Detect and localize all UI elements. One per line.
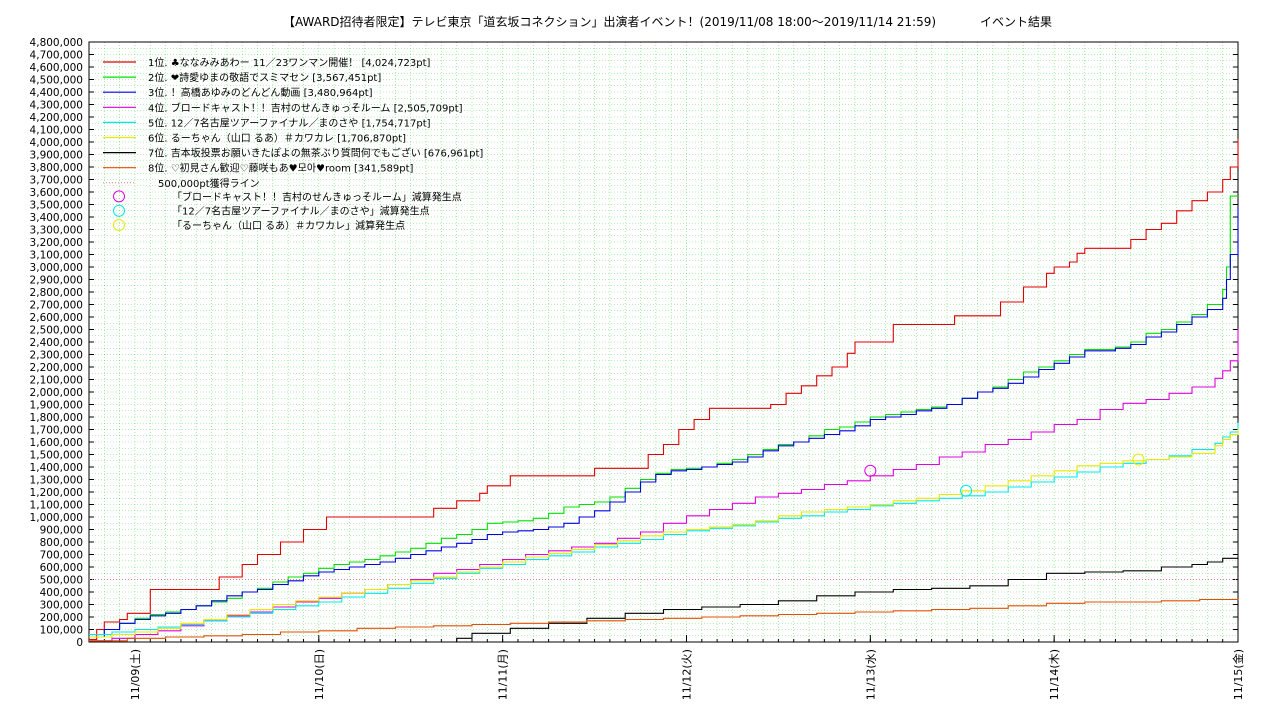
y-tick-label: 200,000 — [40, 612, 83, 624]
y-tick-label: 2,400,000 — [30, 337, 83, 349]
deduction-marker-2 — [960, 484, 973, 497]
y-tick-label: 600,000 — [40, 562, 83, 574]
y-tick-label: 1,500,000 — [30, 450, 83, 462]
series-line-8 — [89, 598, 1239, 642]
y-tick-label: 4,300,000 — [30, 100, 83, 112]
chart-title-suffix: イベント結果 — [980, 15, 1053, 29]
legend-marker-1 — [113, 190, 125, 203]
y-tick-label: 3,500,000 — [30, 200, 83, 212]
y-tick-label: 700,000 — [40, 550, 83, 562]
chart-title-main: 【AWARD招待者限定】テレビ東京「道玄坂コネクション」出演者イベント！(201… — [283, 15, 937, 29]
y-tick-label: 4,700,000 — [30, 50, 83, 62]
y-tick-label: 900,000 — [40, 525, 83, 537]
y-tick-label: 2,100,000 — [30, 375, 83, 387]
series-line-6 — [89, 428, 1239, 638]
x-tick-label: 11/12(火) — [680, 649, 693, 700]
x-tick-label: 11/09(土) — [129, 649, 142, 700]
y-tick-label: 4,500,000 — [30, 75, 83, 87]
y-tick-label: 2,200,000 — [30, 362, 83, 374]
grid-group — [88, 41, 1239, 643]
y-tick-label: 400,000 — [40, 587, 83, 599]
legend-label-1: 1位. ♣ななみみあわー 11／23ワンマン開催！ [4,024,723pt] — [148, 56, 431, 69]
y-tick-label: 1,700,000 — [30, 425, 83, 437]
y-tick-label: 1,800,000 — [30, 412, 83, 424]
series-line-1 — [89, 138, 1239, 641]
x-tick-label: 11/15(金) — [1231, 649, 1245, 700]
y-tick-label: 100,000 — [40, 625, 83, 637]
series-line-2 — [89, 195, 1238, 636]
legend-marker-label-1: 「ブロードキャスト！！吉村のせんきゅっそルーム」減算発生点 — [172, 190, 462, 203]
y-tick-label: 4,600,000 — [30, 62, 83, 74]
y-tick-label: 4,000,000 — [30, 137, 83, 149]
legend-label-7: 7位. 吉本坂投票お願いきたぽよの無茶ぶり質問何でもござい [676,961pt… — [148, 147, 483, 160]
series-line-4 — [89, 328, 1239, 642]
deduction-marker-1 — [864, 464, 877, 477]
y-tick-label: 3,400,000 — [30, 212, 83, 224]
y-tick-label: 2,300,000 — [30, 350, 83, 362]
legend-marker-3 — [113, 219, 125, 231]
legend-label-2: 2位. ❤詩愛ゆまの敬語でスミマセン [3,567,451pt] — [148, 71, 381, 84]
y-tick-label: 3,100,000 — [30, 250, 83, 262]
y-tick-label: 3,900,000 — [30, 150, 83, 162]
legend-label-5: 5位. 12／7名古屋ツアーファイナル／まのさや [1,754,717pt] — [148, 116, 431, 129]
legend-marker-2 — [113, 204, 125, 217]
legend-label-threshold: 500,000pt獲得ライン — [158, 177, 260, 190]
y-tick-label: 500,000 — [40, 575, 83, 587]
y-tick-label: 4,200,000 — [30, 112, 83, 124]
y-tick-label: 4,100,000 — [30, 125, 83, 137]
y-tick-label: 1,200,000 — [30, 487, 83, 499]
series-line-3 — [89, 206, 1239, 638]
y-tick-label: 2,700,000 — [30, 300, 83, 312]
y-tick-label: 4,400,000 — [30, 87, 83, 99]
y-tick-label: 3,200,000 — [30, 237, 83, 249]
series-line-7 — [89, 557, 1239, 643]
y-tick-label: 1,400,000 — [30, 462, 83, 474]
y-tick-label: 1,300,000 — [30, 475, 83, 487]
y-tick-label: 1,900,000 — [30, 400, 83, 412]
y-tick-label: 300,000 — [40, 600, 83, 612]
y-tick-label: 2,900,000 — [30, 275, 83, 287]
legend-marker-label-2: 「12／7名古屋ツアーファイナル／まのさや」減算発生点 — [172, 205, 430, 218]
legend: 1位. ♣ななみみあわー 11／23ワンマン開催！ [4,024,723pt] 2… — [103, 56, 483, 232]
legend-label-4: 4位. ブロードキャスト！！吉村のせんきゅっそルーム [2,505,709pt] — [148, 101, 463, 114]
y-tick-label: 4,800,000 — [30, 37, 83, 49]
y-tick-label: 3,800,000 — [30, 162, 83, 174]
y-tick-label: 1,100,000 — [30, 500, 83, 512]
y-tick-label: 3,300,000 — [30, 225, 83, 237]
x-tick-label: 11/13(水) — [864, 649, 877, 700]
chart-title: 【AWARD招待者限定】テレビ東京「道玄坂コネクション」出演者イベント！(201… — [0, 13, 1280, 29]
y-tick-label: 3,600,000 — [30, 187, 83, 199]
deduction-marker-3 — [1132, 453, 1145, 466]
y-tick-label: 2,000,000 — [30, 387, 83, 399]
legend-label-8: 8位. ♡初見さん歓迎♡藤咲もあ♥모아♥room [341,589pt] — [148, 162, 414, 175]
legend-marker-label-3: 「るーちゃん（山口 るあ）＃カワカレ」減算発生点 — [172, 219, 405, 232]
y-tick-label: 1,600,000 — [30, 437, 83, 449]
x-tick-label: 11/11(月) — [497, 649, 510, 700]
y-tick-label: 3,000,000 — [30, 262, 83, 274]
y-tick-label: 0 — [76, 637, 83, 649]
y-tick-label: 2,800,000 — [30, 287, 83, 299]
x-tick-label: 11/10(日) — [313, 649, 326, 700]
plot-frame — [88, 41, 1239, 643]
y-tick-label: 2,500,000 — [30, 325, 83, 337]
y-tick-label: 1,000,000 — [30, 512, 83, 524]
legend-label-3: 3位. ！高橋あゆみのどんどん動画 [3,480,964pt] — [148, 86, 373, 99]
x-tick-label: 11/14(木) — [1048, 649, 1061, 700]
y-tick-label: 2,600,000 — [30, 312, 83, 324]
y-tick-label: 3,700,000 — [30, 175, 83, 187]
y-tick-label: 800,000 — [40, 537, 83, 549]
legend-label-6: 6位. るーちゃん（山口 るあ）＃カワカレ [1,706,870pt] — [148, 132, 406, 145]
